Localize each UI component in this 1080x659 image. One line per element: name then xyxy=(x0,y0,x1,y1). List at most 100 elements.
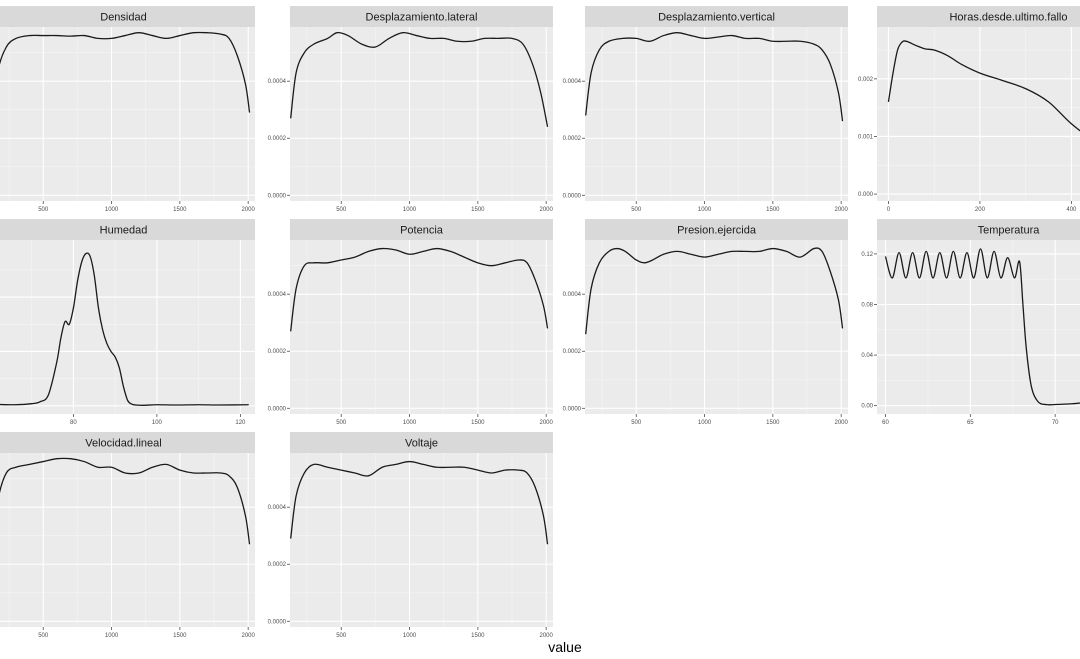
x-tick-label: 500 xyxy=(631,420,642,426)
strip-presion-ejercida xyxy=(585,219,848,240)
x-tick-label: 500 xyxy=(631,207,642,213)
density-line-potencia xyxy=(290,247,549,332)
x-tick-label: 1500 xyxy=(173,207,187,213)
x-tick-label: 1500 xyxy=(471,633,485,639)
gridlines-presion-ejercida xyxy=(585,240,848,414)
panel-bg-desplazamiento-vertical xyxy=(585,27,848,201)
panel-desplazamiento-vertical: Desplazamiento.vertical 500 1000 1500 2000 0.… xyxy=(563,6,848,213)
strip-horas-desde-ultimo-fallo xyxy=(877,6,1080,27)
y-tick-label: 0.00 xyxy=(861,404,873,410)
panel-densidad: Densidad 500 1000 1500 2000 xyxy=(0,6,255,213)
strip-label-desplazamiento-lateral: Desplazamiento.lateral xyxy=(366,12,478,24)
x-tick-label: 400 xyxy=(1066,207,1077,213)
y-tick-label: 0.0004 xyxy=(268,292,287,298)
gridlines-temperatura xyxy=(877,240,1080,414)
y-tick-label: 0.0002 xyxy=(268,349,287,355)
density-line-densidad xyxy=(0,31,251,113)
x-tick-label: 2000 xyxy=(241,207,255,213)
strip-potencia xyxy=(290,219,553,240)
panel-desplazamiento-lateral: Desplazamiento.lateral 500 1000 1500 2000 0.0… xyxy=(268,6,553,213)
density-line-voltaje xyxy=(290,460,549,545)
x-axis-title: value xyxy=(548,639,582,655)
strip-desplazamiento-lateral xyxy=(290,6,553,27)
x-tick-label: 60 xyxy=(882,420,889,426)
density-line-humedad xyxy=(0,252,249,406)
x-tick-label: 1500 xyxy=(766,420,780,426)
x-tick-label: 1000 xyxy=(403,207,417,213)
strip-label-voltaje: Voltaje xyxy=(405,438,438,450)
x-tick-label: 2000 xyxy=(834,207,848,213)
gridlines-desplazamiento-lateral xyxy=(290,27,553,201)
gridlines-desplazamiento-vertical xyxy=(585,27,848,201)
y-tick-label: 0.0004 xyxy=(268,79,287,85)
y-tick-label: 0.0002 xyxy=(268,562,287,568)
x-tick-label: 200 xyxy=(975,207,986,213)
y-tick-label: 0.000 xyxy=(858,192,874,198)
panel-humedad: Humedad 80 100 120 xyxy=(0,219,255,426)
gridlines-humedad xyxy=(0,240,255,414)
gridlines-voltaje xyxy=(290,453,553,627)
strip-label-desplazamiento-vertical: Desplazamiento.vertical xyxy=(658,12,775,24)
strip-label-horas-desde-ultimo-fallo: Horas.desde.ultimo.fallo xyxy=(949,12,1067,24)
x-tick-label: 500 xyxy=(38,207,49,213)
x-tick-label: 120 xyxy=(235,420,246,426)
strip-label-humedad: Humedad xyxy=(100,225,148,237)
strip-label-densidad: Densidad xyxy=(100,12,146,24)
x-tick-label: 1000 xyxy=(105,207,119,213)
gridlines-horas-desde-ultimo-fallo xyxy=(877,27,1080,201)
strip-desplazamiento-vertical xyxy=(585,6,848,27)
gridlines-velocidad-lineal xyxy=(0,453,255,627)
density-line-temperatura xyxy=(884,248,1080,406)
y-tick-label: 0.0002 xyxy=(563,349,582,355)
density-line-horas-desde-ultimo-fallo xyxy=(887,40,1080,132)
x-tick-label: 500 xyxy=(336,633,347,639)
strip-velocidad-lineal xyxy=(0,432,255,453)
y-tick-label: 0.12 xyxy=(861,252,873,258)
y-tick-label: 0.08 xyxy=(861,302,873,308)
panel-bg-horas-desde-ultimo-fallo xyxy=(877,27,1080,201)
strip-label-presion-ejercida: Presion.ejercida xyxy=(677,225,757,237)
density-line-velocidad-lineal xyxy=(0,457,251,545)
panel-presion-ejercida: Presion.ejercida 500 1000 1500 2000 0.0000 0.0… xyxy=(563,219,848,426)
x-tick-label: 500 xyxy=(38,633,49,639)
y-tick-label: 0.0000 xyxy=(563,406,582,412)
y-tick-label: 0.0000 xyxy=(563,193,582,199)
y-tick-label: 0.0002 xyxy=(563,136,582,142)
y-tick-label: 0.0004 xyxy=(268,505,287,511)
strip-label-velocidad-lineal: Velocidad.lineal xyxy=(85,438,161,450)
y-tick-label: 0.002 xyxy=(858,77,874,83)
panel-temperatura: Temperatura 60 65 70 0.00 0.04 0.08 0.12 xyxy=(861,219,1080,426)
panel-voltaje: Voltaje 500 1000 1500 2000 0.0000 0.0002 0.0004 xyxy=(268,432,553,639)
x-tick-label: 500 xyxy=(336,207,347,213)
x-tick-label: 1500 xyxy=(766,207,780,213)
strip-label-potencia: Potencia xyxy=(400,225,444,237)
x-tick-label: 2000 xyxy=(539,420,553,426)
gridlines-densidad xyxy=(0,27,255,201)
y-tick-label: 0.0004 xyxy=(563,79,582,85)
y-tick-label: 0.0002 xyxy=(268,136,287,142)
x-tick-label: 500 xyxy=(336,420,347,426)
panel-bg-velocidad-lineal xyxy=(0,453,255,627)
x-tick-label: 2000 xyxy=(539,207,553,213)
gridlines-potencia xyxy=(290,240,553,414)
x-tick-label: 100 xyxy=(152,420,163,426)
strip-densidad xyxy=(0,6,255,27)
x-tick-label: 1000 xyxy=(698,207,712,213)
x-tick-label: 1500 xyxy=(471,207,485,213)
strip-label-temperatura: Temperatura xyxy=(978,225,1041,237)
density-line-desplazamiento-vertical xyxy=(585,32,844,122)
panel-bg-presion-ejercida xyxy=(585,240,848,414)
x-tick-label: 80 xyxy=(70,420,77,426)
x-tick-label: 0 xyxy=(887,207,891,213)
panel-bg-humedad xyxy=(0,240,255,414)
y-tick-label: 0.001 xyxy=(858,134,874,140)
panel-potencia: Potencia 500 1000 1500 2000 0.0000 0.0002 0.000… xyxy=(268,219,553,426)
panel-bg-voltaje xyxy=(290,453,553,627)
panel-bg-desplazamiento-lateral xyxy=(290,27,553,201)
strip-humedad xyxy=(0,219,255,240)
x-tick-label: 1000 xyxy=(105,633,119,639)
panel-bg-densidad xyxy=(0,27,255,201)
panel-velocidad-lineal: Velocidad.lineal 500 1000 1500 2000 xyxy=(0,432,255,639)
